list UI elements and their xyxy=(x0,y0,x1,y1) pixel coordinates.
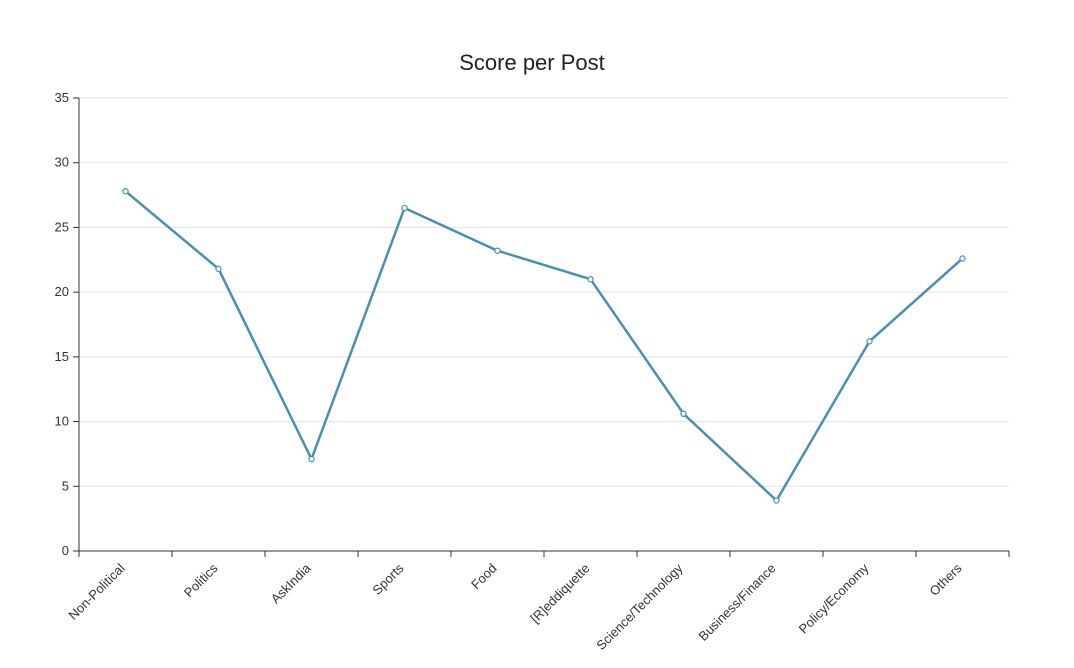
x-tick-label: Sports xyxy=(369,560,407,598)
x-tick-label: Science/Technology xyxy=(593,560,686,653)
x-tick-label: Others xyxy=(926,560,965,599)
x-tick-label: AskIndia xyxy=(268,560,314,606)
chart-title: Score per Post xyxy=(459,50,605,75)
x-tick-label: Non-Political xyxy=(65,560,127,622)
x-tick-label: Politics xyxy=(181,560,221,600)
data-point[interactable] xyxy=(773,497,780,504)
data-point[interactable] xyxy=(308,455,315,463)
y-tick-label: 0 xyxy=(62,543,69,558)
data-point[interactable] xyxy=(215,265,222,273)
x-tick-label: Business/Finance xyxy=(695,561,778,644)
data-point[interactable] xyxy=(494,247,501,254)
y-tick-label: 5 xyxy=(62,478,69,493)
x-tick-label: [R]eddiquette xyxy=(527,561,592,626)
grid-lines xyxy=(79,97,1009,487)
x-tick-label: Policy/Economy xyxy=(796,560,872,636)
y-tick-label: 15 xyxy=(55,349,69,364)
data-point[interactable] xyxy=(587,276,594,283)
y-tick-label: 20 xyxy=(55,284,69,299)
y-tick-label: 10 xyxy=(55,414,69,429)
data-point[interactable] xyxy=(122,187,129,195)
y-tick-label: 25 xyxy=(55,219,69,234)
axes: 0 5 10 15 20 25 30 35 Non-Political Politics AskIn… xyxy=(55,90,1010,653)
series-layer xyxy=(122,187,966,504)
series-line xyxy=(124,190,964,502)
data-point[interactable] xyxy=(401,204,408,212)
y-tick-label: 35 xyxy=(55,90,69,105)
x-tick-label: Food xyxy=(468,561,500,593)
y-tick-label: 30 xyxy=(55,155,69,170)
data-point[interactable] xyxy=(959,255,966,262)
data-point[interactable] xyxy=(866,338,873,345)
data-point[interactable] xyxy=(680,410,687,418)
